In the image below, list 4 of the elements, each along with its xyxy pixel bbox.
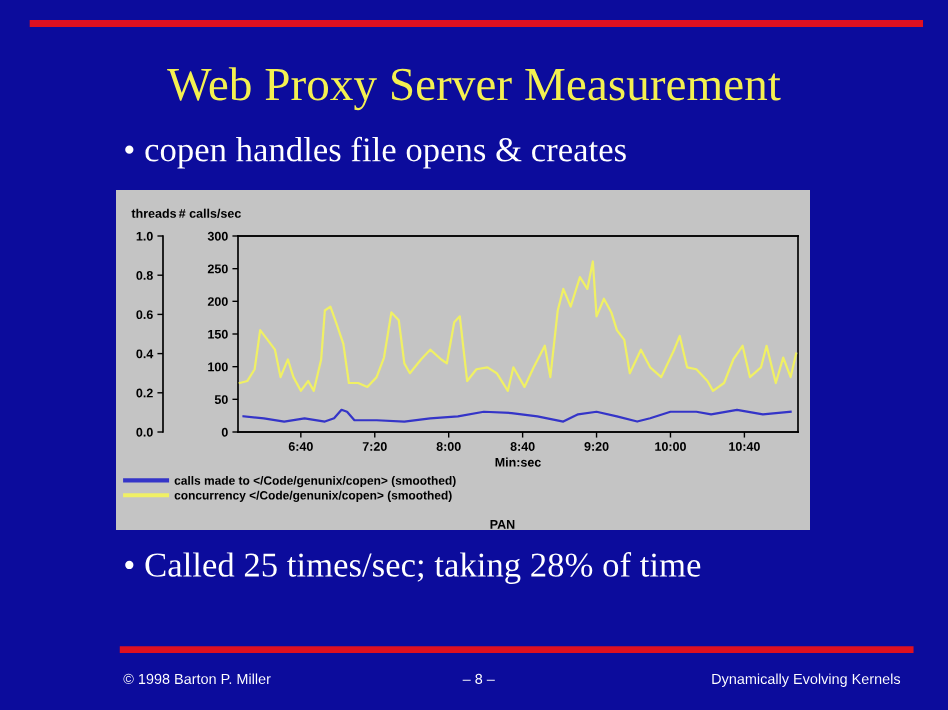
line-series [238, 260, 798, 392]
text: • Called 25 times/sec; taking 28% of time [125, 552, 701, 584]
chart-title: Web Proxy Server Measurement [167, 67, 781, 111]
text: • copen handles file opens & creates [125, 136, 626, 169]
